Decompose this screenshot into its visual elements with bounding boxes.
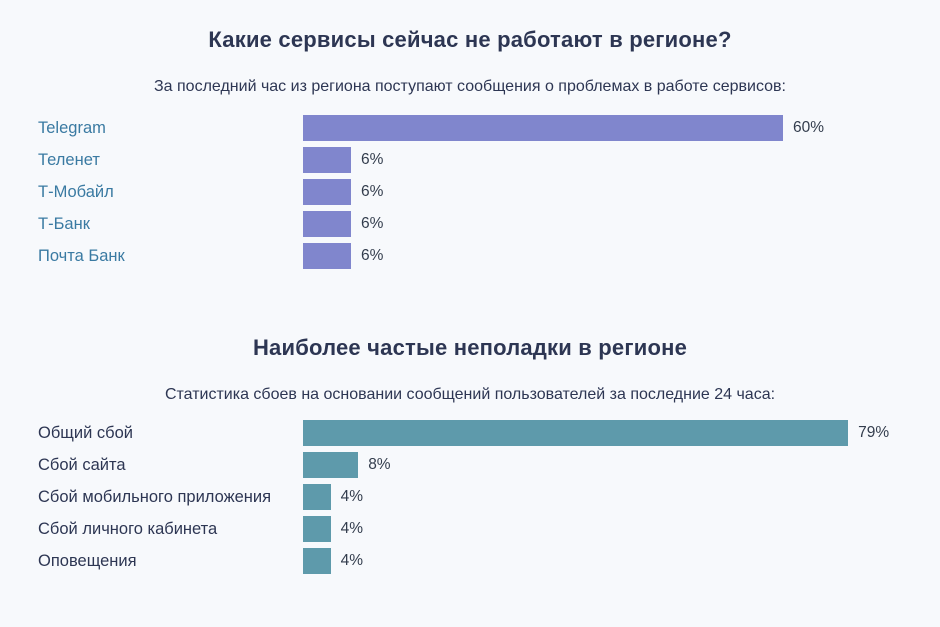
bar-t-mobile <box>303 179 351 205</box>
chart-row: Теленет 6% <box>0 147 940 173</box>
service-label-t-bank[interactable]: Т-Банк <box>38 215 90 233</box>
bar-site-outage <box>303 452 359 478</box>
bar-notifications <box>303 548 331 574</box>
bar-value-label: 79% <box>858 424 890 441</box>
services-chart-title: Какие сервисы сейчас не работают в регио… <box>208 27 732 52</box>
bar-telegram <box>303 115 783 141</box>
problems-chart-section: Наиболее частые неполадки в регионе Стат… <box>0 335 940 574</box>
problem-label-personal-account-outage: Сбой личного кабинета <box>38 520 218 538</box>
services-chart-subtitle: За последний час из региона поступают со… <box>154 78 786 95</box>
bar-value-label: 6% <box>361 183 384 200</box>
service-label-t-mobile[interactable]: Т-Мобайл <box>38 183 114 201</box>
bar-mobile-app-outage <box>303 484 331 510</box>
bar-pochta-bank <box>303 243 351 269</box>
chart-row: Т-Мобайл 6% <box>0 179 940 205</box>
problem-label-notifications: Оповещения <box>38 552 137 570</box>
bar-value-label: 8% <box>368 456 391 473</box>
problems-chart-title: Наиболее частые неполадки в регионе <box>252 335 688 360</box>
chart-row: Сбой мобильного приложения 4% <box>0 484 940 510</box>
service-label-telenet[interactable]: Теленет <box>38 151 100 169</box>
problem-label-general-outage: Общий сбой <box>38 424 133 442</box>
chart-row: Telegram 60% <box>0 115 940 141</box>
problem-label-mobile-app-outage: Сбой мобильного приложения <box>38 488 272 506</box>
bar-value-label: 4% <box>340 520 363 537</box>
problems-chart-subtitle: Статистика сбоев на основании сообщений … <box>164 386 776 403</box>
services-chart-section: Какие сервисы сейчас не работают в регио… <box>0 0 940 269</box>
chart-row: Оповещения 4% <box>0 548 940 574</box>
chart-row: Общий сбой 79% <box>0 420 940 446</box>
bar-t-bank <box>303 211 351 237</box>
bar-personal-account-outage <box>303 516 331 542</box>
bar-value-label: 4% <box>340 488 363 505</box>
service-label-pochta-bank[interactable]: Почта Банк <box>38 247 125 265</box>
chart-row: Сбой личного кабинета 4% <box>0 516 940 542</box>
services-bar-chart: Telegram 60% Теленет 6% Т-Мобайл 6% Т-Ба… <box>0 115 940 269</box>
bar-value-label: 6% <box>361 247 384 264</box>
chart-row: Т-Банк 6% <box>0 211 940 237</box>
chart-row: Сбой сайта 8% <box>0 452 940 478</box>
bar-value-label: 6% <box>361 215 384 232</box>
bar-telenet <box>303 147 351 173</box>
bar-value-label: 4% <box>340 552 363 569</box>
service-label-telegram[interactable]: Telegram <box>38 119 106 137</box>
chart-row: Почта Банк 6% <box>0 243 940 269</box>
bar-value-label: 6% <box>361 151 384 168</box>
bar-general-outage <box>303 420 849 446</box>
bar-value-label: 60% <box>793 119 825 136</box>
problems-bar-chart: Общий сбой 79% Сбой сайта 8% Сбой мобиль… <box>0 420 940 574</box>
problem-label-site-outage: Сбой сайта <box>38 456 126 474</box>
